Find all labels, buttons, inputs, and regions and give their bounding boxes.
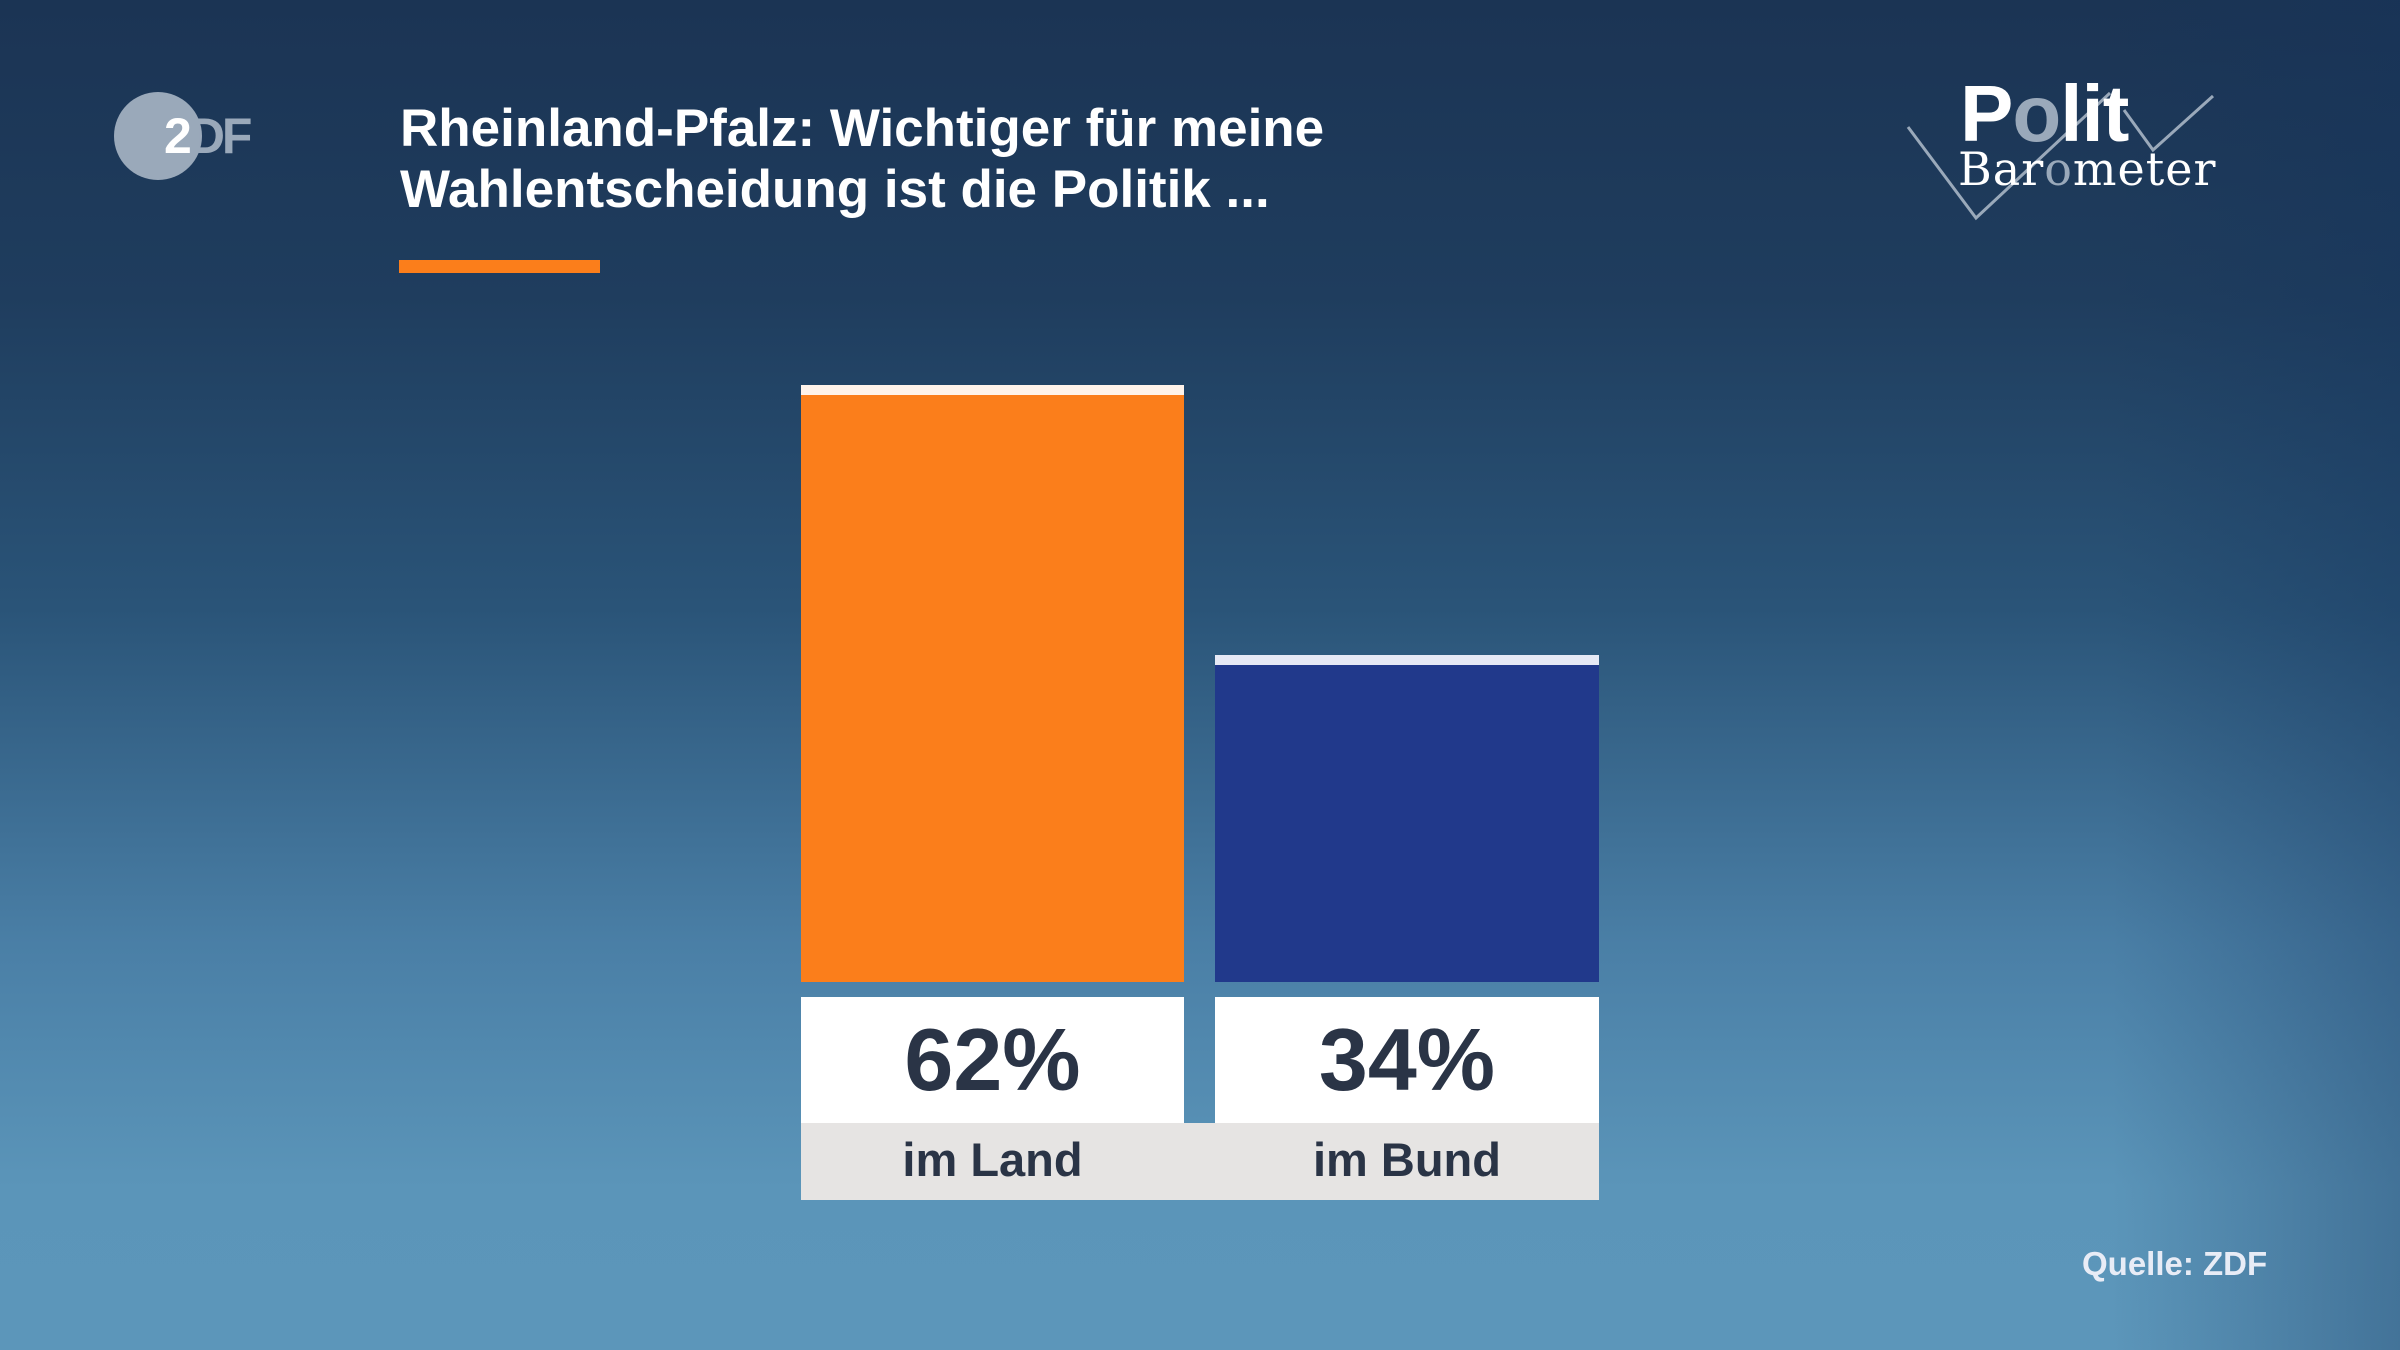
barometer-meter: meter — [2072, 142, 2217, 196]
chart-title-line-1: Rheinland-Pfalz: Wichtiger für meine — [400, 99, 1325, 158]
chart-title-line-2: Wahlentscheidung ist die Politik ... — [400, 160, 1270, 219]
zdf-logo-circle-icon — [114, 92, 202, 180]
zdf-logo-text: 2DF — [164, 106, 253, 166]
value-label-im-land: 62% — [801, 997, 1184, 1123]
bar-im-land — [801, 395, 1184, 982]
chart-title: Rheinland-Pfalz: Wichtiger für meine Wah… — [400, 98, 1500, 220]
politbarometer-logo: Polit Barometer — [1900, 70, 2230, 230]
polit-p: P — [1960, 69, 2013, 158]
value-label-im-bund: 34% — [1215, 997, 1599, 1123]
title-accent-underline — [399, 260, 600, 273]
zdf-logo-two: 2 — [164, 108, 192, 164]
category-label-strip — [801, 1123, 1599, 1200]
zdf-logo: 2DF — [114, 92, 274, 182]
category-label-im-land: im Land — [902, 1133, 1083, 1186]
category-label-im-bund: im Bund — [1313, 1133, 1501, 1186]
zdf-logo-df: DF — [188, 108, 253, 164]
bar-cap-im-bund — [1215, 655, 1599, 665]
barometer-o: o — [2044, 142, 2073, 196]
bar-cap-im-land — [801, 385, 1184, 395]
polit-word: Polit — [1960, 74, 2129, 154]
barometer-bar: Bar — [1958, 142, 2045, 196]
checkmark-line-icon — [1906, 91, 2215, 221]
bar-im-bund — [1215, 665, 1599, 982]
polit-o: o — [2012, 69, 2061, 158]
barometer-word: Barometer — [1958, 144, 2216, 194]
source-label: Quelle: ZDF — [2082, 1245, 2268, 1282]
polit-lit: lit — [2060, 69, 2129, 158]
